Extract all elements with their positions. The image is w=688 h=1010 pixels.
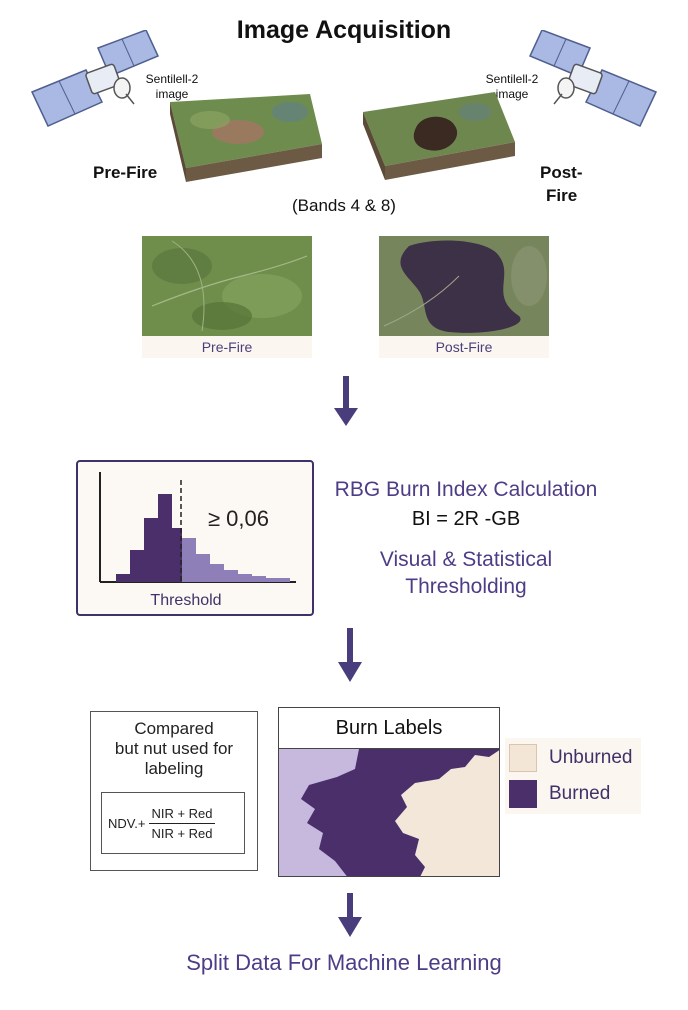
post-fire-label-line1: Post- [540,163,583,182]
histogram-bar [158,494,172,582]
histogram-bar [144,518,158,582]
thresholding-line2: Thresholding [405,575,527,598]
compare-line1: Compared [134,719,214,738]
ndvi-prefix: NDV.+ [108,815,146,831]
page-title: Image Acquisition [236,16,452,44]
post-fire-image [379,236,549,336]
post-fire-label-line2: Fire [546,186,578,205]
histogram-bar [210,564,224,582]
pre-fire-label: Pre-Fire [93,163,158,182]
burned-swatch [509,780,537,808]
ndvi-formula-box: NDV.+ NIR + Red NIR + Red [101,792,245,854]
histogram-bar [130,550,144,582]
thresholding-line1: Visual & Statistical [379,548,553,571]
satellite-icon-left [30,30,160,127]
footer-label: Split Data For Machine Learning [186,950,502,975]
satellite-icon [30,30,160,127]
histogram-bar [252,576,266,582]
unburned-region [395,750,499,876]
burn-legend: Unburned Burned [505,738,641,814]
compare-line3: labeling [144,759,204,778]
satellite-left-label: Sentilell-2 image [145,72,199,101]
post-fire-terrain [363,92,515,180]
unburned-swatch [509,744,537,772]
histogram-bar [266,578,290,582]
down-arrow-icon [338,628,362,682]
burn-map [279,749,499,876]
satellite-right-label: Sentilell-2 image [485,72,539,101]
burn-labels-panel: Burn Labels [278,707,500,877]
ndvi-fraction: NIR + Red NIR + Red [149,806,215,841]
calc-formula: BI = 2R -GB [411,508,521,530]
threshold-caption: Threshold [150,592,222,609]
histogram-chart [99,472,296,583]
ndvi-denominator: NIR + Red [151,825,213,841]
legend-label-burned: Burned [549,783,611,804]
pre-fire-caption: Pre-Fire [142,336,312,358]
post-fire-caption: Post-Fire [379,336,549,358]
histogram-bar [196,554,210,582]
burn-labels-title: Burn Labels [279,708,499,749]
bands-label: (Bands 4 & 8) [292,196,396,215]
calc-title: RBG Burn Index Calculation [334,478,598,501]
down-arrow-icon [334,376,358,426]
legend-item-burned: Burned [505,778,641,810]
light-burn-region [279,749,359,876]
down-arrow-icon [338,893,362,937]
histogram-box: ≥ 0,06 Threshold [76,460,314,616]
histogram-bar [172,528,182,582]
pre-fire-terrain [170,94,322,182]
compare-box: Compared but nut used for labeling NDV.+… [90,711,258,871]
legend-label-unburned: Unburned [549,747,633,768]
pre-fire-image [142,236,312,336]
satellite-icon [528,30,658,127]
legend-item-unburned: Unburned [505,742,641,778]
compare-line2: but nut used for [114,739,234,758]
ndvi-numerator: NIR + Red [149,806,215,824]
histogram-bar [238,574,252,582]
satellite-icon-right [528,30,658,127]
threshold-value: ≥ 0,06 [208,506,270,531]
histogram-bar [116,574,130,582]
histogram-bar [224,570,238,582]
histogram-bar [182,538,196,582]
